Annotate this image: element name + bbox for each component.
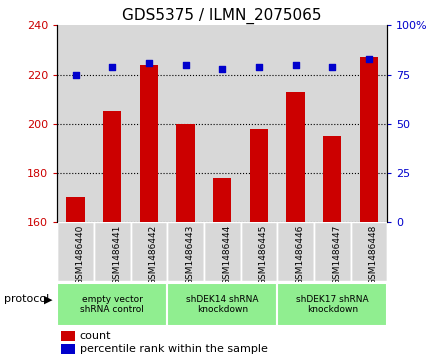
- Point: [365, 56, 372, 62]
- Text: GSM1486440: GSM1486440: [76, 225, 84, 285]
- Text: percentile rank within the sample: percentile rank within the sample: [80, 344, 268, 354]
- Bar: [131, 25, 167, 222]
- Bar: [61, 344, 75, 354]
- Bar: [131, 222, 167, 281]
- Text: GSM1486441: GSM1486441: [112, 225, 121, 285]
- Point: [329, 64, 336, 70]
- Bar: [167, 25, 204, 222]
- Point: [219, 66, 226, 72]
- Bar: [176, 124, 194, 222]
- Text: GSM1486442: GSM1486442: [149, 225, 158, 285]
- Bar: [167, 283, 277, 326]
- Bar: [57, 25, 94, 222]
- Point: [292, 62, 299, 68]
- Bar: [94, 222, 131, 281]
- Point: [72, 72, 79, 77]
- Bar: [314, 25, 351, 222]
- Bar: [277, 222, 314, 281]
- Bar: [250, 129, 268, 222]
- Text: protocol: protocol: [4, 294, 50, 305]
- Bar: [66, 197, 85, 222]
- Bar: [94, 25, 131, 222]
- Text: GSM1486446: GSM1486446: [296, 225, 304, 285]
- Bar: [241, 222, 277, 281]
- Text: GSM1486445: GSM1486445: [259, 225, 268, 285]
- Bar: [314, 222, 351, 281]
- Bar: [241, 25, 277, 222]
- Text: empty vector
shRNA control: empty vector shRNA control: [80, 295, 144, 314]
- Bar: [204, 25, 241, 222]
- Text: count: count: [80, 331, 111, 341]
- Point: [255, 64, 262, 70]
- Bar: [140, 65, 158, 222]
- Bar: [103, 111, 121, 222]
- Text: GSM1486443: GSM1486443: [186, 225, 194, 285]
- Bar: [277, 25, 314, 222]
- Text: GSM1486448: GSM1486448: [369, 225, 378, 285]
- Point: [109, 64, 116, 70]
- Title: GDS5375 / ILMN_2075065: GDS5375 / ILMN_2075065: [122, 8, 322, 24]
- Text: shDEK14 shRNA
knockdown: shDEK14 shRNA knockdown: [186, 295, 258, 314]
- Bar: [351, 25, 387, 222]
- Text: ▶: ▶: [44, 294, 52, 305]
- Point: [182, 62, 189, 68]
- Bar: [323, 136, 341, 222]
- Text: GSM1486444: GSM1486444: [222, 225, 231, 285]
- Text: shDEK17 shRNA
knockdown: shDEK17 shRNA knockdown: [296, 295, 369, 314]
- Bar: [213, 178, 231, 222]
- Bar: [61, 331, 75, 342]
- Bar: [351, 222, 387, 281]
- Bar: [286, 92, 305, 222]
- Bar: [167, 222, 204, 281]
- Bar: [360, 57, 378, 222]
- Point: [145, 60, 152, 66]
- Bar: [204, 222, 241, 281]
- Bar: [57, 283, 167, 326]
- Text: GSM1486447: GSM1486447: [332, 225, 341, 285]
- Bar: [277, 283, 387, 326]
- Bar: [57, 222, 94, 281]
